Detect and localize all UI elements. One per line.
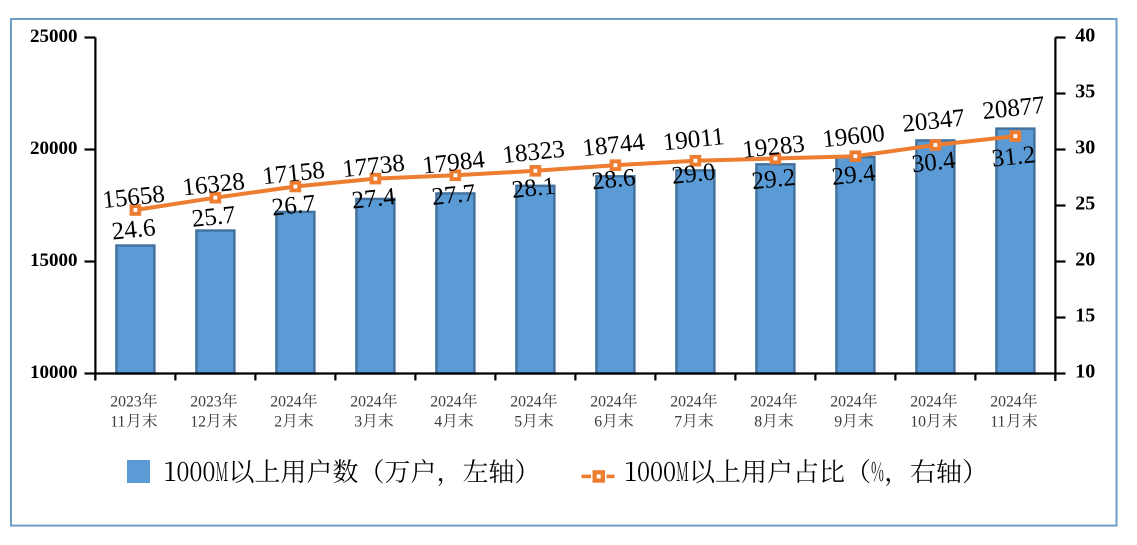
svg-text:2: 2 <box>274 413 282 430</box>
svg-text:24.6: 24.6 <box>110 214 156 245</box>
svg-text:4: 4 <box>434 413 442 430</box>
svg-text:2024: 2024 <box>590 393 622 410</box>
svg-text:20: 20 <box>1075 249 1095 271</box>
svg-text:7: 7 <box>674 413 682 430</box>
svg-text:2024: 2024 <box>670 393 702 410</box>
svg-text:25000: 25000 <box>30 26 78 47</box>
svg-text:2024: 2024 <box>910 393 942 410</box>
svg-text:20347: 20347 <box>901 104 966 137</box>
svg-text:2024: 2024 <box>350 393 382 410</box>
svg-text:17738: 17738 <box>341 150 406 183</box>
svg-text:40: 40 <box>1075 25 1095 47</box>
svg-text:5: 5 <box>514 413 522 430</box>
svg-text:18744: 18744 <box>581 129 646 162</box>
svg-text:29.2: 29.2 <box>750 164 796 195</box>
svg-text:19011: 19011 <box>662 123 726 156</box>
svg-text:9: 9 <box>834 413 842 430</box>
svg-text:2024: 2024 <box>510 393 542 410</box>
svg-text:18323: 18323 <box>501 136 566 169</box>
svg-text:11: 11 <box>990 413 1005 430</box>
svg-text:2024: 2024 <box>750 393 782 410</box>
svg-text:25.7: 25.7 <box>190 201 236 232</box>
svg-text:2023: 2023 <box>190 393 222 410</box>
svg-text:17158: 17158 <box>261 157 326 190</box>
svg-text:2023: 2023 <box>110 393 142 410</box>
svg-text:16328: 16328 <box>181 168 246 201</box>
svg-text:30: 30 <box>1075 137 1095 159</box>
svg-text:27.4: 27.4 <box>350 183 397 214</box>
svg-text:29.4: 29.4 <box>830 159 877 190</box>
svg-text:15: 15 <box>1075 305 1095 327</box>
svg-text:10: 10 <box>910 413 926 430</box>
svg-text:17984: 17984 <box>421 146 486 179</box>
svg-text:10000: 10000 <box>30 362 78 383</box>
svg-text:28.1: 28.1 <box>510 173 556 204</box>
svg-text:2024: 2024 <box>430 393 462 410</box>
svg-text:31.2: 31.2 <box>990 141 1036 172</box>
svg-text:15000: 15000 <box>30 250 78 271</box>
svg-text:19600: 19600 <box>821 120 886 153</box>
svg-text:26.7: 26.7 <box>270 190 316 221</box>
svg-text:27.7: 27.7 <box>430 180 476 211</box>
svg-text:20000: 20000 <box>30 138 78 159</box>
svg-text:10: 10 <box>1075 361 1095 383</box>
svg-text:30.4: 30.4 <box>910 147 957 178</box>
svg-text:2024: 2024 <box>270 393 302 410</box>
svg-text:28.6: 28.6 <box>590 164 636 195</box>
svg-text:2024: 2024 <box>990 393 1022 410</box>
svg-text:8: 8 <box>754 413 762 430</box>
svg-text:29.0: 29.0 <box>670 158 716 189</box>
svg-text:20877: 20877 <box>981 92 1046 125</box>
svg-text:2024: 2024 <box>830 393 862 410</box>
svg-text:15658: 15658 <box>101 181 166 214</box>
svg-text:35: 35 <box>1075 81 1095 103</box>
svg-text:3: 3 <box>354 413 362 430</box>
svg-text:19283: 19283 <box>741 130 806 163</box>
svg-text:11: 11 <box>110 413 125 430</box>
svg-text:12: 12 <box>190 413 206 430</box>
svg-text:6: 6 <box>594 413 602 430</box>
svg-text:25: 25 <box>1075 193 1095 215</box>
